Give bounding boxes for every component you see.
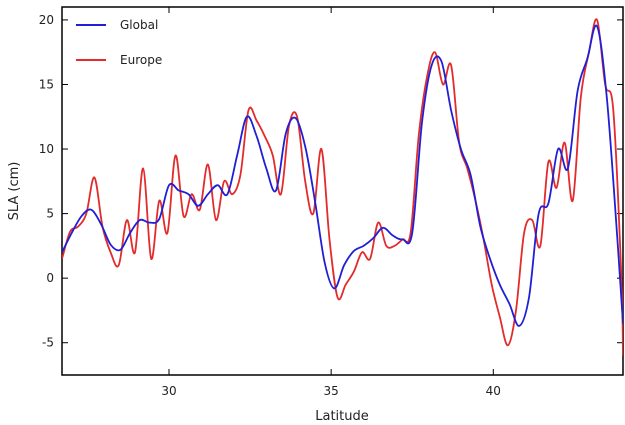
x-axis-label: Latitude <box>315 409 369 424</box>
y-axis-ticks: -5 0 5 10 15 20 <box>39 13 623 350</box>
legend-label-global: Global <box>120 18 158 32</box>
y-tick-label: 0 <box>46 271 54 285</box>
plot-area <box>61 6 624 376</box>
y-tick-label: 20 <box>39 13 54 27</box>
x-tick-label: 35 <box>324 384 339 398</box>
x-tick-label: 40 <box>486 384 501 398</box>
y-tick-label: 5 <box>46 207 54 221</box>
x-axis-ticks: 30 35 40 <box>161 7 501 398</box>
y-tick-label: -5 <box>42 336 54 350</box>
y-tick-label: 10 <box>39 142 54 156</box>
series-lines <box>62 18 623 356</box>
y-tick-label: 15 <box>39 77 54 91</box>
series-line-europe <box>62 18 623 356</box>
y-axis-label: SLA (cm) <box>7 162 22 221</box>
x-tick-label: 30 <box>161 384 176 398</box>
legend-label-europe: Europe <box>120 53 162 67</box>
legend: Global Europe <box>76 18 162 67</box>
series-line-global <box>62 24 623 327</box>
